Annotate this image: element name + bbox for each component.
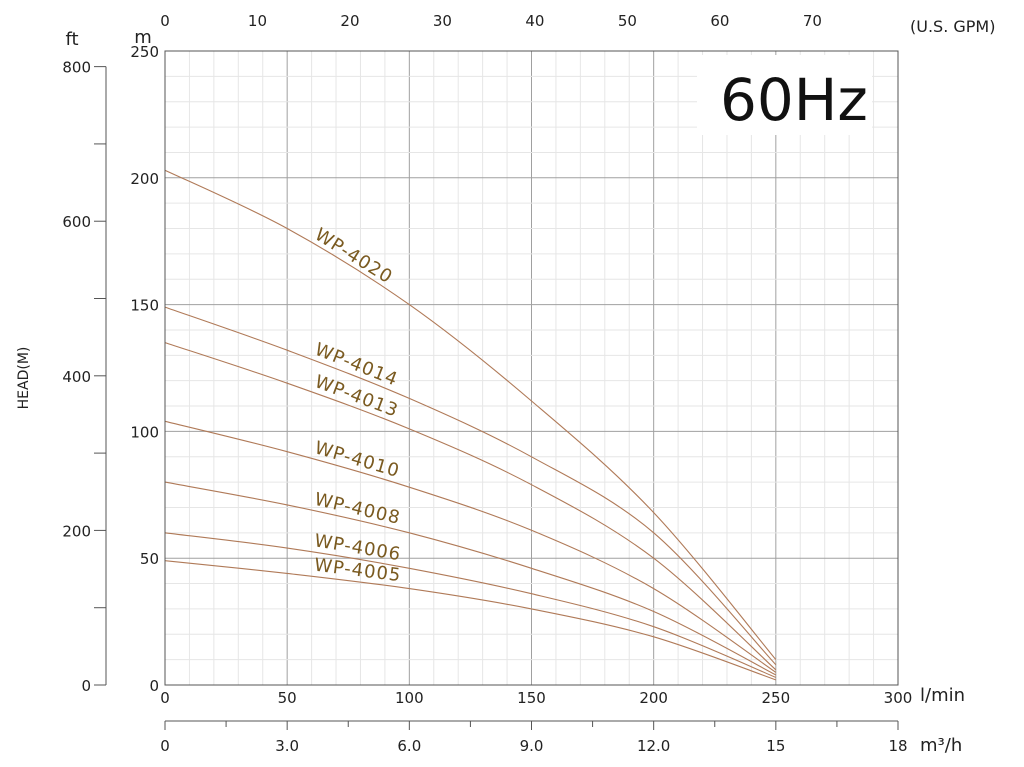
y-axis-label: HEAD(M) (16, 347, 32, 410)
series-line-wp-4006 (164, 532, 777, 678)
series-label-wp-4010: WP-4010 (312, 437, 402, 482)
x-tick-label: 0 (160, 689, 170, 707)
ft-tick-label: 0 (81, 677, 91, 695)
gpm-tick-label: 0 (160, 12, 170, 30)
y-tick-label: 50 (140, 550, 159, 568)
chart-title: 60Hz (720, 66, 868, 134)
ft-unit-label: ft (65, 29, 78, 50)
ft-tick-label: 200 (62, 522, 91, 540)
m3h-tick-label: 3.0 (275, 737, 299, 755)
gpm-tick-label: 50 (618, 12, 637, 30)
x-unit-label: l/min (920, 685, 965, 706)
m3h-tick-label: 12.0 (637, 737, 670, 755)
series-line-wp-4020 (164, 169, 777, 660)
gpm-tick-label: 20 (340, 12, 359, 30)
series-label-wp-4008: WP-4008 (312, 489, 402, 529)
x-tick-label: 50 (278, 689, 297, 707)
y-tick-label: 200 (130, 170, 159, 188)
gpm-tick-label: 40 (525, 12, 544, 30)
x-tick-label: 150 (517, 689, 546, 707)
y-tick-label: 150 (130, 297, 159, 315)
x-tick-label: 300 (884, 689, 913, 707)
grid (165, 51, 898, 685)
m3h-tick-label: 15 (766, 737, 785, 755)
gpm-tick-label: 60 (710, 12, 729, 30)
gpm-tick-label: 10 (248, 12, 267, 30)
x-tick-label: 100 (395, 689, 424, 707)
y-tick-label: 100 (130, 423, 159, 441)
series-labels: WP-4020WP-4014WP-4013WP-4010WP-4008WP-40… (311, 224, 403, 586)
ft-tick-label: 800 (62, 59, 91, 77)
gpm-unit-label: (U.S. GPM) (910, 17, 995, 36)
gpm-tick-label: 70 (803, 12, 822, 30)
m3h-tick-label: 6.0 (397, 737, 421, 755)
series-line-wp-4013 (164, 342, 777, 671)
m3h-unit-label: m³/h (920, 735, 962, 756)
y-tick-label: 0 (149, 677, 159, 695)
m3h-tick-label: 9.0 (520, 737, 544, 755)
ft-tick-label: 600 (62, 213, 91, 231)
plot-frame (164, 50, 899, 686)
series-label-wp-4020: WP-4020 (311, 224, 396, 288)
m3h-tick-label: 0 (160, 737, 170, 755)
series-line-wp-4008 (164, 481, 777, 676)
series-line-wp-4005 (164, 560, 776, 681)
gpm-tick-label: 30 (433, 12, 452, 30)
ft-tick-label: 400 (62, 368, 91, 386)
series-lines (164, 169, 777, 681)
title-background (697, 55, 872, 135)
series-line-wp-4010 (164, 420, 777, 673)
series-line-wp-4014 (164, 306, 777, 666)
y-tick-label: 250 (130, 43, 159, 61)
x-tick-label: 250 (762, 689, 791, 707)
m3h-tick-label: 18 (888, 737, 907, 755)
y-unit-label: m (134, 27, 152, 48)
x-tick-label: 200 (639, 689, 668, 707)
